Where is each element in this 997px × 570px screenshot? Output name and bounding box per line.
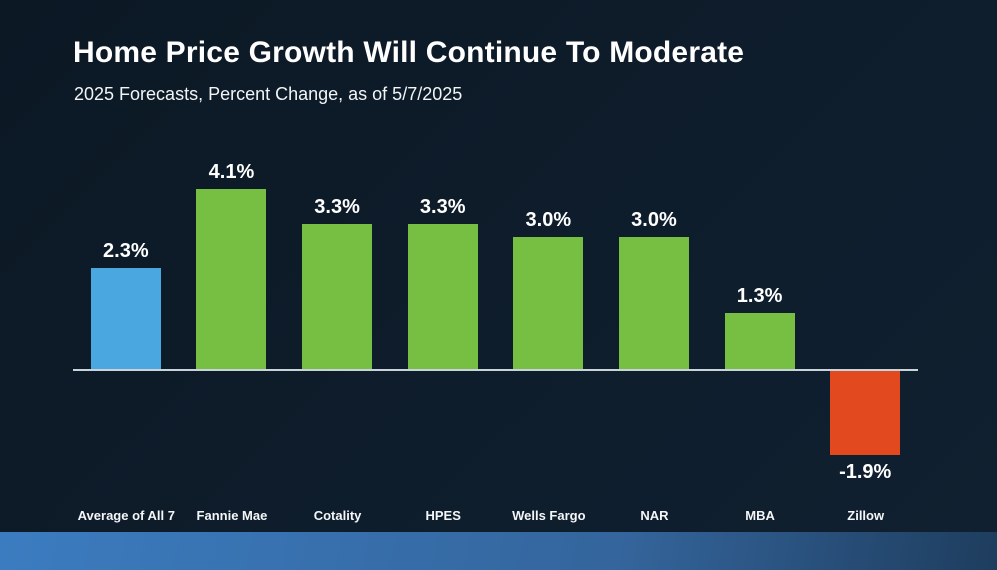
bar-zillow (830, 371, 901, 455)
bar-value-label-fannie-mae: 4.1% (208, 161, 255, 183)
bar-value-label-zillow: -1.9% (839, 461, 892, 483)
bar-nar (618, 237, 689, 370)
bar-value-label-hpes: 3.3% (419, 196, 466, 218)
bar-value-label-nar: 3.0% (631, 209, 677, 231)
category-label-zillow: Zillow (847, 508, 885, 523)
x-axis-line (73, 369, 918, 371)
chart-subtitle: 2025 Forecasts, Percent Change, as of 5/… (74, 84, 463, 104)
category-label-nar: NAR (640, 508, 669, 523)
bar-average-of-all-7 (90, 268, 161, 370)
bar-cotality (302, 224, 373, 370)
category-label-mba: MBA (745, 508, 775, 523)
category-label-wells-fargo: Wells Fargo (512, 508, 586, 523)
category-label-average-of-all-7: Average of All 7 (77, 508, 175, 523)
bar-mba (724, 313, 795, 370)
bar-value-label-average-of-all-7: 2.3% (103, 240, 149, 262)
bar-hpes (407, 224, 478, 370)
footer-accent-band (0, 532, 997, 570)
bar-value-label-cotality: 3.3% (314, 196, 360, 218)
bar-value-label-mba: 1.3% (736, 285, 783, 307)
bar-value-label-wells-fargo: 3.0% (525, 209, 572, 231)
chart-title: Home Price Growth Will Continue To Moder… (73, 36, 745, 69)
bar-fannie-mae (196, 189, 267, 370)
category-label-hpes: HPES (425, 508, 461, 523)
category-label-cotality: Cotality (313, 508, 362, 523)
bar-wells-fargo (513, 237, 584, 370)
category-label-fannie-mae: Fannie Mae (196, 508, 268, 523)
